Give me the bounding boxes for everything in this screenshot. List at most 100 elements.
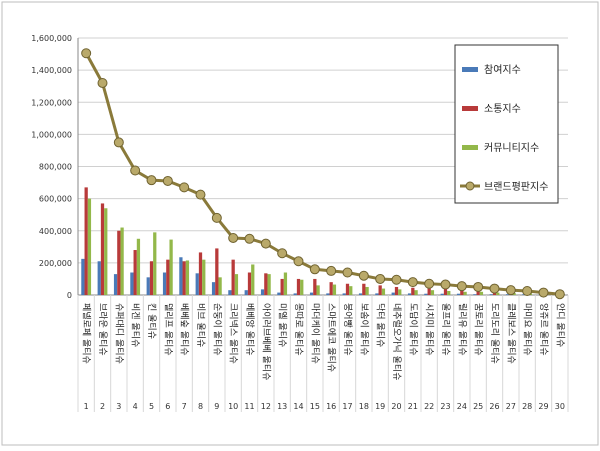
category-label: 네추럴오가닉 울티슈: [391, 303, 402, 380]
bar-1-21: [408, 293, 411, 295]
bar-3-24: [463, 292, 466, 295]
category-label: 스마트에코 울티슈: [326, 303, 337, 372]
bar-1-6: [163, 273, 166, 295]
bar-3-18: [365, 287, 368, 295]
bar-1-20: [392, 293, 395, 295]
legend-swatch: [462, 67, 478, 72]
rank-label: 24: [457, 402, 467, 411]
legend-label: 브랜드평판지수: [484, 181, 548, 193]
category-label: 안디 울티슈: [554, 303, 565, 347]
bar-2-9: [215, 248, 218, 295]
bar-2-15: [313, 279, 316, 295]
bar-3-20: [398, 289, 401, 295]
brand-index-point-5: [147, 176, 156, 185]
brand-index-point-10: [229, 233, 238, 242]
bar-3-23: [447, 291, 450, 295]
rank-label: 7: [182, 402, 187, 411]
bar-3-11: [251, 264, 254, 295]
y-tick-label: 1,200,000: [31, 98, 72, 107]
bar-2-7: [183, 261, 186, 295]
category-label: 보솜이 울티슈: [358, 303, 369, 356]
rank-label: 20: [391, 402, 401, 411]
rank-label: 23: [440, 402, 450, 411]
bar-2-8: [199, 252, 202, 295]
category-label: 몽따로 울티슈: [293, 303, 304, 356]
bar-1-19: [375, 293, 378, 295]
category-label: 붕어빵 울티슈: [342, 303, 353, 356]
rank-label: 27: [506, 402, 516, 411]
category-label: 아이러브베베 울티슈: [260, 303, 271, 380]
rank-label: 1: [84, 402, 89, 411]
bar-2-16: [330, 282, 333, 295]
rank-label: 19: [375, 402, 385, 411]
bar-1-23: [441, 294, 444, 295]
bar-1-25: [473, 294, 476, 295]
brand-index-point-2: [98, 78, 107, 87]
brand-index-point-21: [408, 278, 417, 287]
brand-index-point-28: [523, 286, 532, 295]
bar-1-15: [310, 293, 313, 295]
bar-1-3: [114, 274, 117, 295]
bar-1-5: [147, 277, 150, 295]
brand-index-point-6: [163, 176, 172, 185]
category-label: 도리도리 울티슈: [489, 303, 500, 364]
category-label: 베베숲 울티슈: [179, 303, 190, 356]
rank-label: 18: [359, 402, 369, 411]
legend-label: 소통지수: [484, 103, 521, 115]
bar-3-1: [88, 199, 91, 295]
legend-swatch: [462, 145, 478, 150]
rank-label: 9: [214, 402, 219, 411]
bar-3-14: [300, 280, 303, 295]
rank-label: 11: [244, 402, 254, 411]
brand-index-point-25: [474, 282, 483, 291]
brand-index-point-29: [539, 288, 548, 297]
rank-label: 25: [473, 402, 483, 411]
bar-1-8: [196, 273, 199, 295]
bar-3-3: [120, 228, 123, 295]
bar-3-8: [202, 260, 205, 295]
category-label: 시치미 울티슈: [424, 303, 436, 356]
category-label: 킨 울티슈: [146, 303, 157, 339]
bar-1-14: [294, 293, 297, 295]
legend-label: 커뮤니티지수: [484, 142, 539, 154]
brand-index-point-4: [131, 166, 140, 175]
bar-2-10: [232, 260, 235, 295]
category-label: 비브 울티슈: [195, 303, 206, 347]
rank-label: 4: [133, 402, 138, 411]
brand-index-point-11: [245, 234, 254, 243]
y-tick-label: 1,000,000: [31, 130, 72, 139]
category-label: 크리넥스 울티슈: [228, 303, 239, 364]
rank-label: 2: [100, 402, 105, 411]
category-label: 닥터 울티슈: [375, 303, 386, 347]
bar-2-17: [346, 284, 349, 295]
rank-label: 15: [310, 402, 320, 411]
brand-index-point-15: [310, 265, 319, 274]
category-label: 마미요 울티슈: [522, 303, 533, 356]
bar-1-10: [228, 290, 231, 295]
bar-2-5: [150, 261, 153, 295]
brand-index-point-12: [261, 239, 270, 248]
category-label: 미엘 울티슈: [277, 303, 288, 347]
brand-index-point-27: [506, 286, 515, 295]
bar-3-10: [235, 274, 238, 295]
category-label: 마더케이 울티슈: [309, 303, 320, 364]
bar-1-7: [179, 257, 182, 295]
y-tick-label: 0: [67, 291, 72, 300]
bar-2-11: [248, 273, 251, 295]
bar-2-22: [428, 289, 431, 295]
bar-1-9: [212, 282, 215, 295]
rank-label: 10: [228, 402, 238, 411]
rank-label: 8: [198, 402, 203, 411]
category-label: 앙쥬르 울티슈: [538, 303, 550, 356]
brand-index-point-9: [212, 213, 221, 222]
category-label: 페넬로페 울티슈: [81, 303, 93, 364]
rank-label: 6: [165, 402, 170, 411]
bar-2-3: [117, 231, 120, 295]
bar-3-17: [349, 286, 352, 295]
bar-2-13: [281, 279, 284, 295]
rank-label: 30: [555, 402, 565, 411]
category-label: 베베앙 울티슈: [244, 303, 256, 356]
bar-3-13: [284, 273, 287, 295]
rank-label: 21: [408, 402, 418, 411]
bar-1-24: [457, 294, 460, 295]
